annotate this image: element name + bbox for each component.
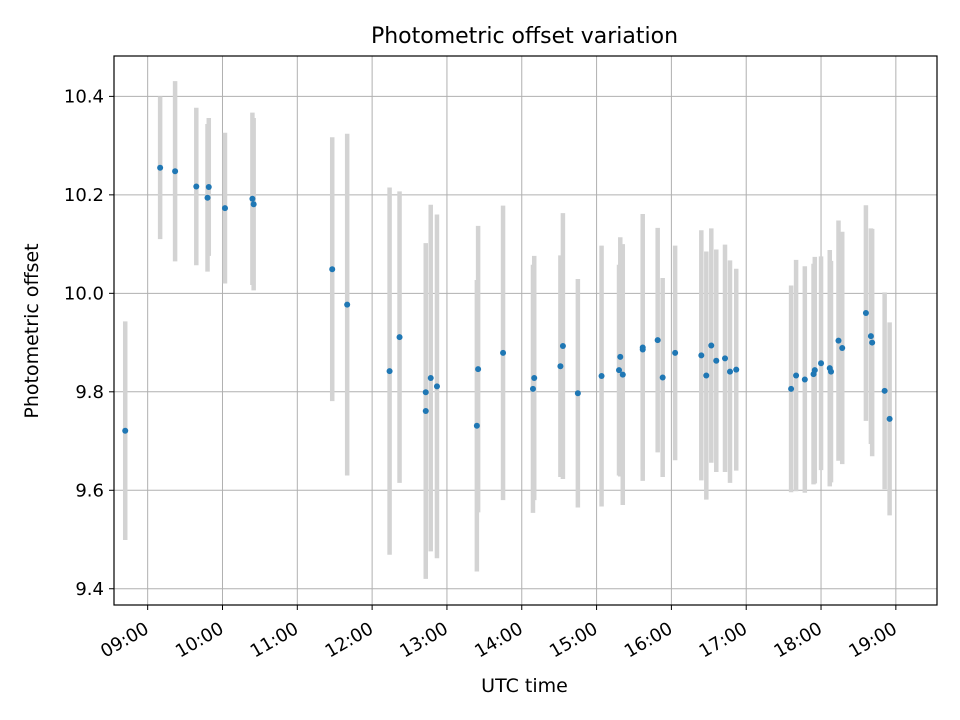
- y-tick-label: 9.4: [75, 579, 104, 600]
- data-point: [475, 366, 482, 373]
- data-point: [722, 355, 729, 362]
- y-axis-label: Photometric offset: [21, 243, 43, 418]
- data-point: [619, 371, 626, 378]
- data-point: [818, 360, 825, 367]
- data-point: [867, 333, 874, 340]
- data-point: [500, 349, 507, 356]
- data-point: [427, 375, 434, 382]
- data-point: [157, 164, 164, 171]
- x-axis-label: UTC time: [481, 675, 568, 697]
- data-point: [839, 344, 846, 351]
- data-point: [727, 368, 734, 375]
- data-point: [250, 201, 257, 208]
- plot-frame: [113, 55, 938, 606]
- data-point: [249, 195, 256, 202]
- data-point: [639, 346, 646, 353]
- data-point: [703, 372, 710, 379]
- data-point: [835, 337, 842, 344]
- data-point: [672, 349, 679, 356]
- data-point: [616, 367, 623, 374]
- data-point: [598, 373, 605, 380]
- data-point: [344, 301, 351, 308]
- data-point: [422, 408, 429, 415]
- data-point: [204, 194, 211, 201]
- chart-title: Photometric offset variation: [371, 24, 678, 49]
- y-tick-label: 10.0: [64, 283, 104, 304]
- data-point: [172, 168, 179, 175]
- data-point: [122, 427, 129, 434]
- data-point: [386, 368, 393, 375]
- data-point: [793, 372, 800, 379]
- data-points: [122, 164, 893, 434]
- data-point: [193, 183, 200, 190]
- data-point: [557, 363, 564, 370]
- data-point: [422, 389, 429, 396]
- data-point: [205, 183, 212, 190]
- data-point: [617, 353, 624, 360]
- data-point: [329, 266, 336, 273]
- data-point: [869, 339, 876, 346]
- data-point: [396, 334, 403, 341]
- data-point: [574, 390, 581, 397]
- data-point: [531, 375, 538, 382]
- y-axis-ticks: 9.4 9.6 9.8 10.0 10.2 10.4: [64, 86, 114, 600]
- data-point: [559, 343, 566, 350]
- data-point: [221, 205, 228, 212]
- data-point: [811, 367, 818, 374]
- data-point: [654, 337, 661, 344]
- data-point: [713, 357, 720, 364]
- data-point: [788, 385, 795, 392]
- y-tick-label: 10.2: [64, 185, 104, 206]
- data-point: [473, 422, 480, 429]
- data-point: [828, 368, 835, 375]
- data-point: [862, 310, 869, 317]
- y-tick-label: 9.6: [75, 480, 104, 501]
- data-point: [886, 415, 893, 422]
- data-point: [801, 376, 808, 383]
- data-point: [529, 385, 536, 392]
- data-point: [733, 366, 740, 373]
- data-point: [708, 342, 715, 349]
- data-point: [659, 374, 666, 381]
- y-tick-label: 9.8: [75, 382, 104, 403]
- y-tick-label: 10.4: [64, 86, 104, 107]
- data-point: [698, 352, 705, 359]
- data-point: [881, 387, 888, 394]
- data-point: [433, 383, 440, 390]
